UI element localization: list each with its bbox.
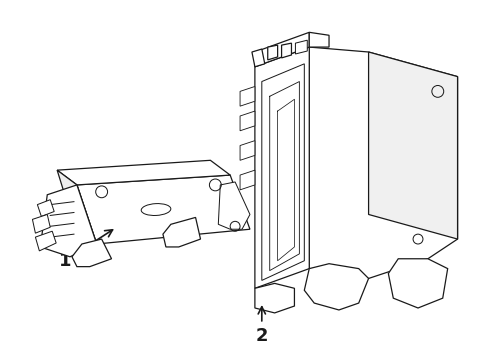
Polygon shape [389, 259, 448, 308]
Polygon shape [309, 32, 329, 47]
Polygon shape [35, 231, 56, 251]
Polygon shape [295, 40, 307, 54]
Text: 1: 1 [59, 230, 113, 270]
Polygon shape [219, 182, 250, 229]
Polygon shape [282, 43, 292, 58]
Polygon shape [240, 86, 255, 106]
Polygon shape [255, 47, 309, 288]
Polygon shape [255, 32, 309, 67]
Polygon shape [57, 170, 97, 244]
Polygon shape [304, 264, 368, 310]
Polygon shape [240, 170, 255, 190]
Polygon shape [37, 200, 54, 216]
Polygon shape [163, 217, 200, 247]
Polygon shape [57, 160, 230, 185]
Polygon shape [32, 215, 50, 233]
Polygon shape [72, 239, 112, 267]
Polygon shape [240, 111, 255, 131]
Polygon shape [40, 185, 97, 257]
Polygon shape [368, 52, 458, 239]
Polygon shape [77, 175, 250, 244]
Polygon shape [309, 47, 458, 278]
Polygon shape [255, 283, 294, 313]
Polygon shape [252, 49, 265, 67]
Text: 2: 2 [256, 307, 268, 345]
Polygon shape [268, 45, 278, 60]
Polygon shape [240, 141, 255, 160]
